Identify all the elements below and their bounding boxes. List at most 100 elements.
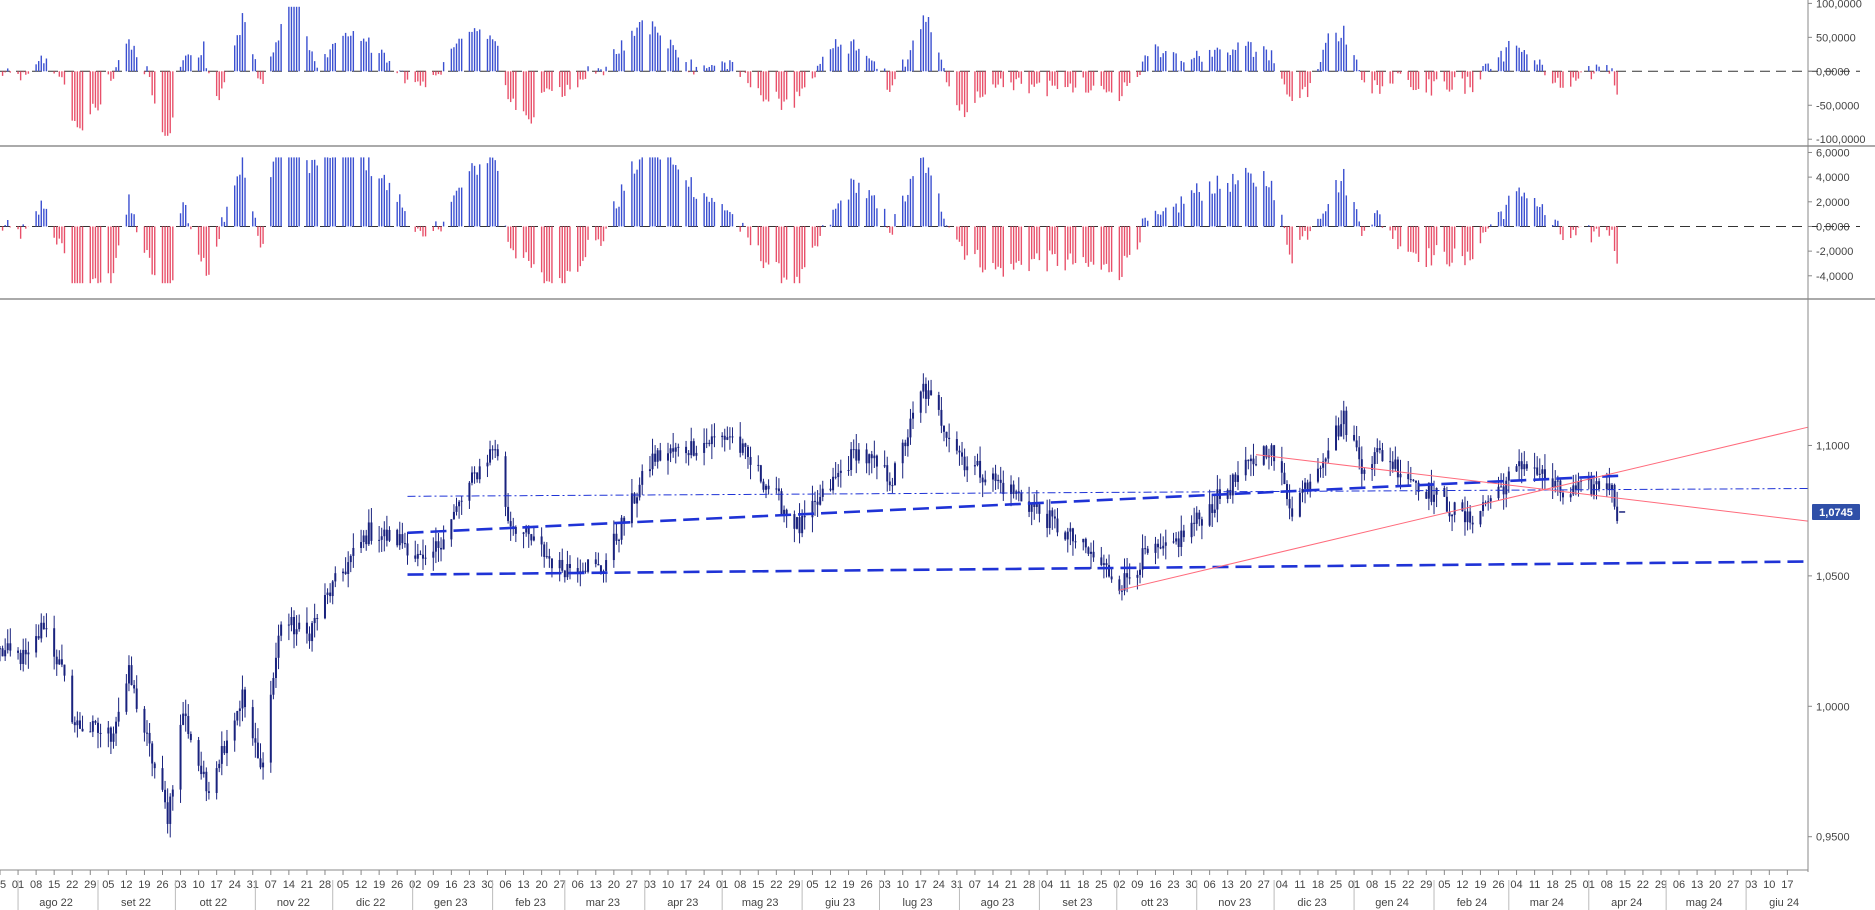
candle-body <box>1306 482 1309 491</box>
x-day-label: 21 <box>301 879 313 891</box>
candle-body <box>1175 538 1178 542</box>
x-day-label: 12 <box>824 879 836 891</box>
x-month-label: mag 24 <box>1686 897 1723 909</box>
candle-body <box>687 453 690 456</box>
candle-body <box>1046 513 1049 529</box>
x-day-label: 22 <box>770 879 782 891</box>
candle-body <box>1247 459 1250 462</box>
x-day-label: 22 <box>66 879 78 891</box>
top-y-tick-label: 50,0000 <box>1816 32 1856 44</box>
candle-body <box>220 746 223 764</box>
mid-y-tick-label: 0,0000 <box>1816 221 1850 233</box>
x-day-label: 03 <box>174 879 186 891</box>
candle-body <box>202 771 205 775</box>
candle-body <box>1613 484 1616 507</box>
candle-body <box>396 529 399 546</box>
candle-body <box>1363 469 1366 474</box>
x-month-label: nov 23 <box>1218 897 1251 909</box>
candle-body <box>251 707 254 739</box>
candle-body <box>1033 504 1036 507</box>
candle-body <box>424 557 427 559</box>
candle-body <box>1092 551 1095 558</box>
trendline <box>1255 454 1809 522</box>
candle-body <box>442 539 445 550</box>
candle-body <box>1200 519 1203 526</box>
candle-body <box>948 437 951 440</box>
x-month-label: gen 24 <box>1375 897 1409 909</box>
candle-body <box>421 554 424 559</box>
x-day-label: 23 <box>1167 879 1179 891</box>
candle-body <box>280 624 283 636</box>
candle-body <box>1164 542 1167 546</box>
candle-body <box>146 732 149 734</box>
candle-body <box>329 592 332 597</box>
candle-body <box>1316 468 1319 482</box>
x-month-label: mar 23 <box>586 897 620 909</box>
candle-body <box>924 383 927 399</box>
candle-body <box>801 515 804 534</box>
candle-body <box>1195 512 1198 524</box>
candle-body <box>584 570 587 572</box>
candle-body <box>1484 502 1487 504</box>
x-day-label: 12 <box>1456 879 1468 891</box>
candle-body <box>460 500 463 502</box>
x-day-label: 19 <box>1474 879 1486 891</box>
candle-body <box>1237 475 1240 482</box>
candle-body <box>76 720 79 726</box>
candle-body <box>677 446 680 448</box>
candle-body <box>1108 565 1111 577</box>
x-day-label: 18 <box>1312 879 1324 891</box>
candle-body <box>1053 516 1056 519</box>
candle-body <box>955 439 958 451</box>
x-month-label: set 22 <box>121 897 151 909</box>
candle-body <box>509 521 512 527</box>
candle-body <box>9 643 12 651</box>
candle-body <box>759 465 762 482</box>
candle-body <box>888 481 891 486</box>
candle-body <box>1543 469 1546 479</box>
x-day-label: 24 <box>933 879 945 891</box>
candle-body <box>370 522 373 541</box>
candle-body <box>254 738 257 743</box>
candle-body <box>1572 485 1575 495</box>
x-day-label: 13 <box>590 879 602 891</box>
x-month-label: giu 24 <box>1769 897 1799 909</box>
candle-body <box>1180 530 1183 548</box>
candle-body <box>1461 502 1464 512</box>
candle-body <box>117 711 120 722</box>
candle-body <box>979 460 982 478</box>
candle-body <box>1520 461 1523 470</box>
candle-body <box>293 616 296 635</box>
candle-body <box>641 471 644 485</box>
x-day-label: 02 <box>1113 879 1125 891</box>
candle-body <box>997 479 1000 482</box>
candle-body <box>777 488 780 492</box>
candle-body <box>875 455 878 467</box>
x-day-label: 02 <box>409 879 421 891</box>
candle-body <box>35 636 38 653</box>
candle-body <box>274 657 277 679</box>
candle-body <box>143 708 146 733</box>
candle-body <box>1430 482 1433 502</box>
candle-body <box>762 481 765 490</box>
candle-body <box>1608 483 1611 490</box>
candle-body <box>912 412 915 419</box>
candle-body <box>491 449 494 451</box>
candle-body <box>1154 543 1157 553</box>
candle-body <box>269 694 272 763</box>
x-day-label: 12 <box>355 879 367 891</box>
candle-body <box>1273 445 1276 462</box>
candle-body <box>360 542 363 548</box>
candle-body <box>295 629 298 635</box>
candle-body <box>710 436 713 445</box>
x-day-label: 13 <box>517 879 529 891</box>
candle-body <box>148 732 151 744</box>
x-month-label: mar 24 <box>1530 897 1564 909</box>
x-day-label: 27 <box>554 879 566 891</box>
x-day-label: 04 <box>1510 879 1522 891</box>
candle-body <box>705 442 708 444</box>
trendline <box>1119 426 1809 591</box>
candle-body <box>1396 459 1399 478</box>
x-day-label: 20 <box>1240 879 1252 891</box>
